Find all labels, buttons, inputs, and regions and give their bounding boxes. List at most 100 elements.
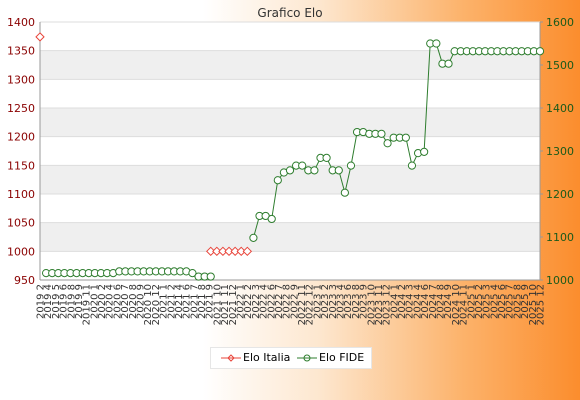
plot-band (40, 22, 540, 51)
x-tick-label: 2023 2 (320, 284, 331, 319)
x-tick-label: 2024 8 (436, 284, 447, 319)
x-tick-label: 2025 10 (528, 284, 539, 325)
data-point (310, 166, 319, 175)
y-left-tick-label: 1100 (7, 188, 35, 201)
data-point (535, 47, 545, 56)
x-tick-label: 2022 12 (305, 284, 316, 325)
legend-marker-elo-fide (297, 354, 317, 362)
y-left-tick-label: 1250 (7, 102, 35, 115)
x-tick-label: 2022 9 (289, 284, 300, 319)
x-tick-label: 2022 2 (243, 284, 254, 319)
x-tick-label: 2021 2 (166, 284, 177, 319)
x-tick-label: 2020 9 (136, 284, 147, 319)
data-point (206, 246, 216, 257)
data-point (334, 166, 343, 175)
x-tick-label: 2022 8 (282, 284, 293, 319)
data-point (242, 246, 253, 257)
x-tick-label: 2023 1 (312, 284, 323, 319)
y-left-tick-label: 1400 (7, 16, 35, 29)
x-tick-label: 2024 11 (459, 284, 470, 325)
data-point (432, 39, 441, 48)
x-tick-label: 2023 3 (328, 284, 339, 319)
x-tick-label: 2019 2 (36, 284, 47, 319)
x-tick-label: 2023 9 (359, 284, 370, 319)
x-tick-label: 2025 1 (466, 284, 477, 319)
y-right-tick-label: 1200 (546, 188, 574, 201)
y-right-tick-label: 1500 (546, 59, 574, 72)
data-point (377, 129, 386, 138)
series-layer (35, 32, 545, 281)
plot-band (40, 50, 540, 80)
data-point (346, 161, 356, 170)
data-point (230, 246, 240, 257)
plot-band (40, 222, 540, 252)
data-point (407, 161, 417, 170)
y-left-tick-label: 1000 (7, 245, 35, 258)
y-left-tick-label: 1200 (7, 131, 35, 144)
legend-label-elo-italia: Elo Italia (243, 351, 291, 364)
legend: Elo Italia Elo FIDE (210, 347, 372, 369)
x-tick-label: 2022 11 (297, 284, 308, 325)
x-tick-label: 2021 8 (197, 284, 208, 319)
x-tick-label: 2023 8 (351, 284, 362, 319)
x-tick-label: 2024 2 (397, 284, 408, 319)
plot-bands (40, 22, 540, 280)
x-tick-label: 2022 1 (236, 284, 247, 319)
y-left-tick-label: 1350 (7, 45, 35, 58)
x-tick-label: 2020 6 (112, 284, 123, 319)
plot-band (40, 251, 540, 280)
series-1 (41, 39, 545, 281)
x-tick-label: 2025 7 (505, 284, 516, 319)
x-tick-label: 2024 9 (443, 284, 454, 319)
data-point (212, 246, 222, 257)
x-tick-label: 2019 8 (66, 284, 77, 319)
data-point (322, 153, 331, 162)
series-0 (35, 32, 253, 257)
x-tick-label: 2019 4 (43, 284, 54, 319)
data-point (420, 147, 429, 156)
y-right-tick-label: 1100 (546, 231, 574, 244)
x-tick-label: 2019 6 (59, 284, 70, 319)
data-point (206, 272, 215, 281)
plot-band (40, 194, 540, 223)
grid-lines (40, 21, 540, 281)
x-tick-label: 2019 9 (74, 284, 85, 319)
x-tick-label: 2021 10 (212, 284, 223, 325)
chart-title: Grafico Elo (257, 6, 322, 20)
x-tick-label: 2024 7 (428, 284, 439, 319)
x-tick-label: 2020 1 (89, 284, 100, 319)
data-point (383, 139, 392, 148)
x-tick-label: 2021 4 (174, 284, 185, 319)
y-left-tick-label: 1300 (7, 73, 35, 86)
x-tick-label: 2024 10 (451, 284, 462, 325)
y-right-tick-label: 1400 (546, 102, 574, 115)
plot-band (40, 108, 540, 137)
x-tick-label: 2022 4 (259, 284, 270, 319)
x-tick-label: 2023 6 (343, 284, 354, 319)
plot-band (40, 79, 540, 108)
data-point (285, 166, 295, 175)
x-tick-label: 2021 7 (189, 284, 200, 319)
x-tick-label: 2023 4 (336, 284, 347, 319)
x-tick-label: 2020 8 (128, 284, 139, 319)
x-tick-label: 2025 2 (474, 284, 485, 319)
x-tick-label: 2021 12 (228, 284, 239, 325)
x-tick-label: 2021 6 (182, 284, 193, 319)
x-tick-label: 2022 3 (251, 284, 262, 319)
x-tick-label: 2025 6 (497, 284, 508, 319)
data-point (236, 246, 246, 257)
x-tick-label: 2020 7 (120, 284, 131, 319)
legend-marker-elo-italia (221, 354, 241, 362)
x-tick-label: 2021 1 (159, 284, 170, 319)
x-tick-label: 2019 11 (82, 284, 93, 325)
x-tick-label: 2020 12 (151, 284, 162, 325)
x-tick-label: 2023 10 (366, 284, 377, 325)
y-left-tick-label: 950 (14, 274, 35, 287)
data-point (298, 161, 307, 170)
x-tick-label: 2020 10 (143, 284, 154, 325)
x-tick-label: 2022 7 (274, 284, 285, 319)
data-point (267, 214, 276, 224)
